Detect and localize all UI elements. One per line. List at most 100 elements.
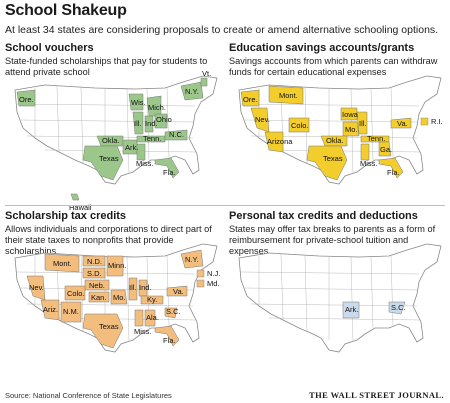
state-va (390, 117, 412, 129)
state-texas (82, 313, 124, 349)
panel-esa: Education savings accounts/grants Saving… (229, 42, 449, 222)
us-map-tax-credit: Ark. S.C. (238, 243, 442, 353)
source-note: Source: National Conference of State Leg… (5, 391, 172, 400)
panel-title-tax-credit: Personal tax credits and deductions (229, 210, 418, 222)
label-colo: Colo. (67, 289, 85, 298)
label-miss: Miss. (136, 159, 154, 168)
label-okla: Okla. (102, 136, 120, 145)
label-mo: Mo. (345, 125, 358, 134)
label-nc: N.C. (169, 130, 184, 139)
state-sc (388, 301, 406, 315)
state-minn (106, 255, 124, 277)
label-texas: Texas (323, 154, 343, 163)
state-wis (128, 93, 144, 111)
page-subtitle: At least 34 states are considering propo… (5, 24, 439, 36)
page-title: School Shakeup (5, 2, 127, 19)
panel-description-scholarship-tax: Allows individuals and corporations to d… (5, 224, 212, 256)
state-vt (200, 77, 208, 87)
state-nd (82, 255, 106, 267)
panel-divider (5, 205, 445, 206)
label-sd: S.D. (87, 269, 102, 278)
us-map-vouchers: Ore. Wis. Mich. Vt. N.Y. Ill. Ind. Ohio … (14, 69, 218, 212)
label-ny: N.Y. (185, 87, 199, 96)
us-map-esa: Mont. Ore. Nev. Colo. Iowa Ill. Mo. Va. … (238, 75, 443, 185)
state-ala (144, 309, 156, 327)
panel-scholarship-tax: Scholarship tax credits Allows individua… (5, 210, 225, 390)
label-ariz: Ariz. (43, 305, 58, 314)
state-ind (144, 115, 154, 133)
state-tenn (136, 135, 166, 143)
label-ohio: Ohio (156, 115, 172, 124)
state-mont (44, 253, 80, 273)
label-tenn: Tenn. (143, 134, 161, 143)
legend-swatch-nj (196, 269, 205, 278)
panel-description-esa: Savings accounts from which parents can … (229, 56, 438, 77)
panel-title-scholarship-tax: Scholarship tax credits (5, 210, 127, 222)
state-mont (268, 85, 304, 105)
state-okla (320, 135, 348, 147)
label-nev: Nev. (255, 115, 270, 124)
state-fla (378, 157, 404, 179)
state-nc (164, 129, 188, 141)
label-fla: Fla. (163, 168, 176, 177)
label-texas: Texas (99, 154, 119, 163)
label-vt: Vt. (202, 69, 211, 78)
label-wis: Wis. (131, 98, 146, 107)
state-ark (342, 301, 360, 319)
label-va: Va. (173, 287, 184, 296)
label-sc: S.C. (166, 307, 181, 316)
legend-ri: R.I. (431, 117, 443, 126)
state-kan (88, 291, 110, 303)
state-hawaii (70, 193, 80, 201)
label-va: Va. (397, 119, 408, 128)
state-fla (154, 325, 180, 347)
label-tenn: Tenn. (367, 134, 385, 143)
legend-swatch-md (196, 279, 205, 288)
legend-esa: R.I. (420, 117, 443, 126)
state-miss (136, 143, 146, 161)
label-ind: Ind. (139, 283, 152, 292)
label-hawaii: Hawaii (69, 203, 92, 212)
state-texas (82, 145, 124, 181)
state-ore (240, 89, 260, 107)
label-neb: Neb. (89, 281, 105, 290)
panel-vouchers: School vouchers State-funded scholarship… (5, 42, 225, 222)
label-mo: Mo. (113, 293, 126, 302)
state-sc (164, 307, 178, 319)
label-ill: Ill. (359, 119, 367, 128)
state-ariz (264, 131, 284, 153)
label-ill: Ill. (129, 283, 137, 292)
label-ill: Ill. (134, 119, 142, 128)
state-ill (128, 277, 138, 301)
label-nev: Nev. (29, 283, 44, 292)
label-ore: Ore. (243, 95, 258, 104)
panel-title-vouchers: School vouchers (5, 42, 94, 54)
label-miss: Miss. (360, 159, 378, 168)
state-colo (64, 285, 86, 301)
label-okla: Okla. (326, 136, 344, 145)
label-mont: Mont. (279, 91, 298, 100)
state-ohio (154, 113, 168, 129)
state-ny (180, 249, 204, 269)
state-miss (360, 143, 370, 161)
label-miss: Miss. (134, 327, 152, 336)
state-ariz (40, 299, 60, 321)
label-ga: Ga. (380, 145, 392, 154)
state-iowa (340, 107, 358, 121)
state-ny (180, 81, 204, 101)
label-ariz: Arizona (267, 137, 293, 146)
legend-swatch (420, 117, 429, 126)
label-ky: Ky. (147, 295, 157, 304)
label-ala: Ala. (146, 313, 159, 322)
label-sc: S.C. (391, 303, 406, 312)
label-iowa: Iowa (342, 110, 359, 119)
state-va (166, 285, 188, 297)
us-map-scholarship-tax: Mont. N.D. S.D. Minn. Neb. Nev. Colo. Ka… (14, 243, 220, 353)
label-ore: Ore. (19, 95, 34, 104)
publisher-credit: THE WALL STREET JOURNAL. (309, 390, 444, 400)
label-nm: N.M. (63, 307, 79, 316)
label-fla: Fla. (163, 336, 176, 345)
label-ny: N.Y. (185, 255, 199, 264)
us-outline (238, 243, 442, 353)
label-texas: Texas (99, 322, 119, 331)
